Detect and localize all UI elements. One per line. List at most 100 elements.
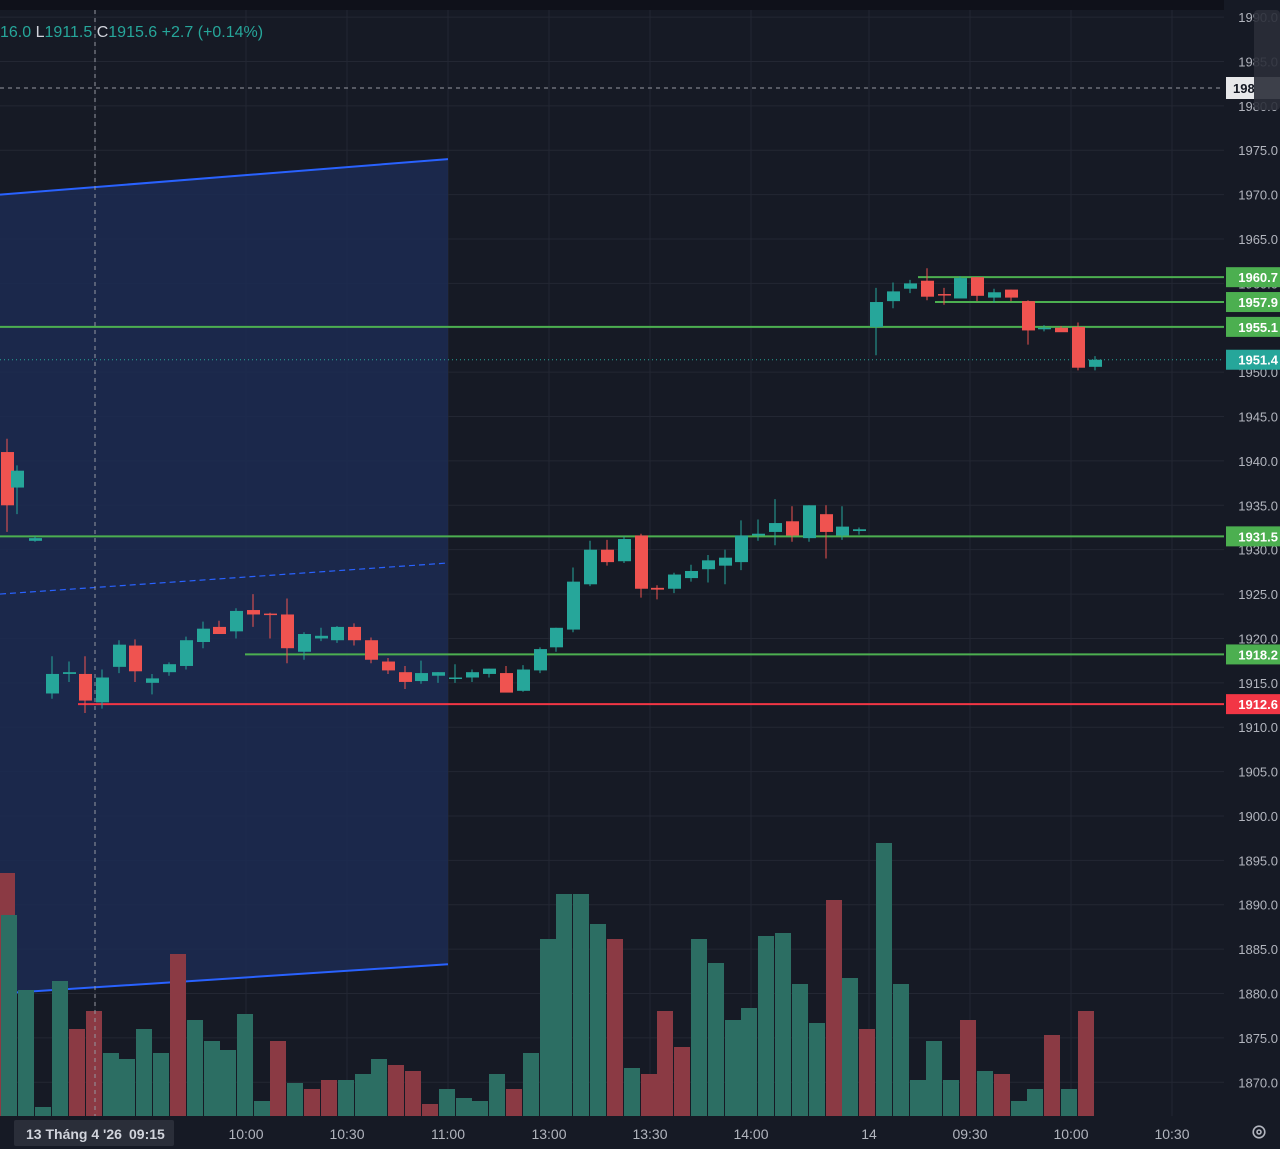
candle-body — [1089, 359, 1102, 367]
volume-bar — [641, 1074, 657, 1116]
crosshair-time-label: 09:15 — [129, 1126, 165, 1142]
volume-bar — [456, 1098, 472, 1116]
time-axis[interactable]: 13 Tháng 4 '26 09:15 10:00 10:30 11:00 13:00 1… — [0, 1117, 1280, 1149]
volume-bar — [371, 1059, 387, 1116]
channel-fill — [0, 159, 448, 994]
time-tick-label: 14:00 — [733, 1126, 768, 1142]
time-tick-label: 10:00 — [228, 1126, 263, 1142]
volume-bar — [338, 1080, 354, 1116]
volume-bar — [270, 1041, 286, 1116]
candle-body — [904, 283, 917, 289]
candle-body — [399, 672, 412, 682]
price-tick-label: 1920.0 — [1238, 631, 1278, 646]
candle-body — [752, 533, 765, 536]
volume-bar — [405, 1071, 421, 1116]
candle-body — [1038, 327, 1051, 330]
low-value: 1911.5 — [44, 24, 93, 41]
price-tag-bg — [1226, 267, 1280, 288]
candle-body — [163, 664, 176, 673]
candle-body — [11, 470, 24, 488]
candle-body — [1, 452, 14, 506]
crosshair — [0, 10, 1224, 1116]
channel-lower-line — [0, 963, 449, 995]
volume-bar — [287, 1083, 303, 1116]
price-tick-label: 1970.0 — [1238, 188, 1278, 203]
price-tag-bg — [1226, 292, 1280, 313]
candle-body — [988, 292, 1001, 298]
volume-bar — [187, 1020, 203, 1116]
candle-body — [954, 278, 967, 299]
price-tag-bg — [1226, 349, 1280, 370]
volume-bar — [523, 1053, 539, 1116]
candle-body — [432, 672, 445, 676]
candle-body — [719, 557, 732, 566]
volume-bar — [1044, 1035, 1060, 1116]
price-tick-label: 1910.0 — [1238, 720, 1278, 735]
candle-body — [348, 626, 361, 641]
volume-bar — [304, 1089, 320, 1116]
channel-middle-line — [0, 562, 449, 595]
price-tick-label: 1875.0 — [1238, 1031, 1278, 1046]
volume-bar — [103, 1053, 119, 1116]
volume-bar — [220, 1050, 236, 1116]
candle-body — [180, 640, 193, 666]
time-tick-label: 13:00 — [531, 1126, 566, 1142]
price-axis[interactable]: 1870.0 1875.0 1880.0 1885.0 1890.0 1895.0 1900… — [1224, 0, 1280, 1117]
volume-bars — [0, 843, 1094, 1116]
candle-body — [635, 535, 648, 589]
candle-body — [870, 302, 883, 327]
candle-body — [247, 610, 260, 615]
crosshair-date-label: 13 Tháng 4 '26 — [26, 1126, 122, 1142]
volume-bar — [422, 1104, 438, 1116]
volume-bar — [1027, 1089, 1043, 1116]
candle-body — [281, 614, 294, 649]
price-tag-label: 1912.6 — [1238, 697, 1278, 712]
volume-bar — [809, 1023, 825, 1116]
candle-body — [79, 673, 92, 701]
candle-body — [769, 523, 782, 532]
volume-bar — [943, 1080, 959, 1116]
volume-bar — [388, 1065, 404, 1116]
axis-scroll-handle — [1254, 10, 1280, 110]
volume-bar — [136, 1029, 152, 1116]
price-tick-label: 1930.0 — [1238, 543, 1278, 558]
horizontal-levels[interactable] — [0, 276, 1224, 706]
candle-body — [1055, 327, 1068, 333]
candle-body — [449, 677, 462, 680]
price-tick-label: 1885.0 — [1238, 942, 1278, 957]
volume-bar — [321, 1080, 337, 1116]
top-bar — [0, 0, 1280, 10]
time-tick-label: 14 — [861, 1126, 877, 1142]
price-tag-label: 1931.5 — [1238, 529, 1278, 544]
settings-gear-icon[interactable] — [1250, 1123, 1268, 1141]
candle-body — [938, 294, 951, 296]
price-tag-bg — [1226, 526, 1280, 547]
candle-body — [46, 673, 59, 694]
candle-body — [550, 627, 563, 648]
volume-bar — [876, 843, 892, 1116]
price-tag-bg — [1226, 694, 1280, 715]
price-tick-label: 1945.0 — [1238, 410, 1278, 425]
candle-body — [1072, 326, 1085, 368]
price-tick-label: 1870.0 — [1238, 1075, 1278, 1090]
volume-bar — [506, 1089, 522, 1116]
candle-body — [63, 672, 76, 674]
close-label: C — [96, 24, 109, 41]
price-tick-label: 1890.0 — [1238, 898, 1278, 913]
candle-body — [735, 535, 748, 563]
volume-bar — [775, 933, 791, 1116]
candle-body — [803, 505, 816, 539]
candle-body — [415, 673, 428, 682]
price-tag-label: 1918.2 — [1238, 647, 1278, 662]
volume-bar — [842, 978, 858, 1116]
parallel-channel-drawing[interactable] — [0, 158, 449, 995]
candle-body — [500, 673, 513, 693]
price-tag-label: 1960.7 — [1238, 270, 1278, 285]
low-label: L — [35, 24, 45, 41]
volume-bar — [556, 894, 572, 1116]
channel-upper-line — [0, 158, 449, 196]
price-tick-label: 1965.0 — [1238, 232, 1278, 247]
change-value: +2.7 (+0.14%) — [161, 24, 264, 41]
price-tick-label: 1905.0 — [1238, 765, 1278, 780]
